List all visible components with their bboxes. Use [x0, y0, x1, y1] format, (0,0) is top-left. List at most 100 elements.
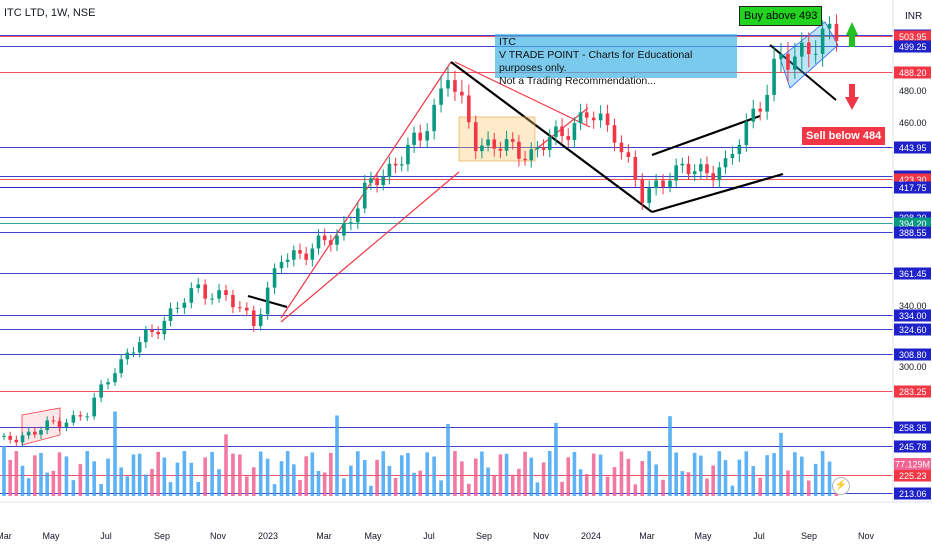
- candle: [765, 84, 769, 120]
- volume-bar: [744, 451, 749, 496]
- candle: [316, 229, 321, 255]
- volume-bar: [85, 451, 90, 496]
- volume-bar: [39, 452, 43, 496]
- candle: [541, 139, 546, 157]
- candle-body: [523, 158, 527, 161]
- candle: [182, 297, 187, 315]
- x-tick-label: Jul: [423, 531, 435, 541]
- candle-body: [779, 53, 783, 59]
- price-level-tag: 443.95: [894, 141, 931, 154]
- candle: [834, 14, 839, 52]
- volume-bar: [113, 411, 117, 496]
- volume-bar: [680, 471, 685, 496]
- price-tag-box: [894, 348, 931, 361]
- x-tick-label: Nov: [858, 531, 875, 541]
- price-level-tag: 245.78: [894, 440, 931, 453]
- volume-bar: [99, 483, 103, 496]
- volume-bar: [362, 460, 367, 496]
- candle: [432, 98, 436, 140]
- candle-body: [547, 136, 552, 150]
- candle-body: [504, 139, 509, 151]
- candle-body: [265, 287, 270, 315]
- candle-body: [304, 253, 308, 260]
- candle: [99, 379, 103, 403]
- volume-bar: [310, 452, 315, 496]
- volume-bar: [547, 451, 552, 496]
- volume-bar: [453, 451, 457, 496]
- candle-body: [432, 104, 436, 132]
- candle-body: [446, 80, 450, 89]
- candle-body: [453, 80, 457, 92]
- candle: [196, 278, 201, 293]
- candle: [64, 418, 69, 432]
- candle: [45, 416, 49, 435]
- candle-body: [125, 352, 130, 360]
- candle-body: [64, 422, 69, 427]
- candle: [150, 324, 154, 337]
- volume-tag: 77.129M: [894, 458, 931, 470]
- candle-body: [329, 240, 333, 245]
- candle-body: [772, 58, 776, 95]
- candle: [705, 156, 709, 180]
- volume-bar: [517, 468, 521, 496]
- candle: [251, 305, 256, 332]
- pattern-line: [651, 172, 784, 214]
- candle: [168, 302, 173, 327]
- x-tick-label: Sep: [476, 531, 492, 541]
- lightning-icon[interactable]: ⚡: [832, 477, 850, 495]
- volume-bar: [523, 451, 527, 496]
- volume-bar: [8, 459, 12, 496]
- candle-body: [758, 108, 762, 112]
- symbol-title[interactable]: ITC LTD, 1W, NSE: [4, 7, 96, 19]
- price-tag-label: 394.20: [899, 219, 927, 229]
- candle-body: [292, 250, 296, 260]
- candle-body: [578, 112, 583, 124]
- candle: [381, 169, 386, 191]
- candle-body: [591, 117, 596, 121]
- candle: [598, 105, 603, 128]
- note-box: ITC V TRADE POINT - Charts for Education…: [495, 34, 737, 87]
- candle: [2, 432, 6, 441]
- candle: [453, 70, 457, 101]
- candle: [668, 172, 672, 193]
- candle: [279, 255, 284, 274]
- candle-body: [535, 147, 540, 150]
- trend-line: [280, 171, 460, 323]
- candle: [393, 157, 398, 174]
- candle-body: [723, 158, 728, 168]
- volume-bar: [298, 479, 302, 496]
- volume-bar: [238, 454, 242, 496]
- candle-body: [529, 149, 534, 161]
- volume-bar: [723, 460, 728, 496]
- price-axis[interactable]: 480.00 460.00 340.00 300.00: [899, 86, 927, 372]
- volume-bar: [137, 453, 142, 496]
- x-tick-label: 2024: [581, 531, 601, 541]
- price-tag-label: 308.80: [899, 350, 927, 360]
- time-axis[interactable]: Mar May Jul Sep Nov 2023 Mar May Jul Sep Nov 2024 Ma…: [0, 531, 874, 541]
- price-level-tag: 503.95: [894, 30, 931, 43]
- candle: [39, 426, 43, 439]
- candle: [418, 124, 423, 148]
- candle: [162, 316, 167, 341]
- candle-body: [765, 94, 769, 112]
- candle: [699, 158, 703, 180]
- candle: [144, 325, 148, 348]
- candle: [285, 253, 290, 268]
- candle-body: [99, 384, 103, 398]
- candle-body: [113, 373, 117, 383]
- candle-body: [560, 126, 564, 137]
- note-line: Not a Trading Recommendation...: [499, 75, 656, 87]
- candle: [322, 228, 327, 246]
- candle: [686, 155, 691, 180]
- volume-bar: [640, 461, 645, 496]
- price-tag-label: 334.00: [899, 311, 927, 321]
- candle-body: [680, 163, 685, 166]
- candle: [399, 156, 404, 172]
- candle: [57, 417, 62, 432]
- candle: [137, 336, 142, 358]
- volume-bar: [751, 466, 756, 496]
- y-tick-label: 460.00: [899, 118, 927, 128]
- candle: [342, 216, 346, 241]
- volume-bar: [504, 453, 509, 496]
